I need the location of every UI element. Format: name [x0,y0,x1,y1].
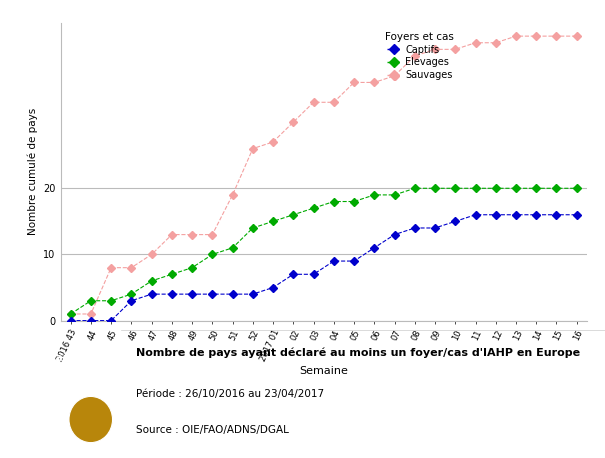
Text: Veille Sanitaire: Veille Sanitaire [12,353,102,363]
Y-axis label: Nombre cumulé de pays: Nombre cumulé de pays [27,108,38,235]
Text: Période : 26/10/2016 au 23/04/2017: Période : 26/10/2016 au 23/04/2017 [136,389,324,399]
Text: Nombre de pays ayant déclaré au moins un foyer/cas d'IAHP en Europe: Nombre de pays ayant déclaré au moins un… [136,348,580,358]
Text: Internationale: Internationale [12,382,96,393]
X-axis label: Semaine: Semaine [299,366,348,376]
Legend: Captifs, Elevages, Sauvages: Captifs, Elevages, Sauvages [381,28,458,84]
Circle shape [69,397,113,442]
Text: Plateforme ESA: Plateforme ESA [12,425,91,434]
Text: Source : OIE/FAO/ADNS/DGAL: Source : OIE/FAO/ADNS/DGAL [136,425,289,435]
Text: Epidémiosurveillance santé animale: Epidémiosurveillance santé animale [12,445,126,451]
